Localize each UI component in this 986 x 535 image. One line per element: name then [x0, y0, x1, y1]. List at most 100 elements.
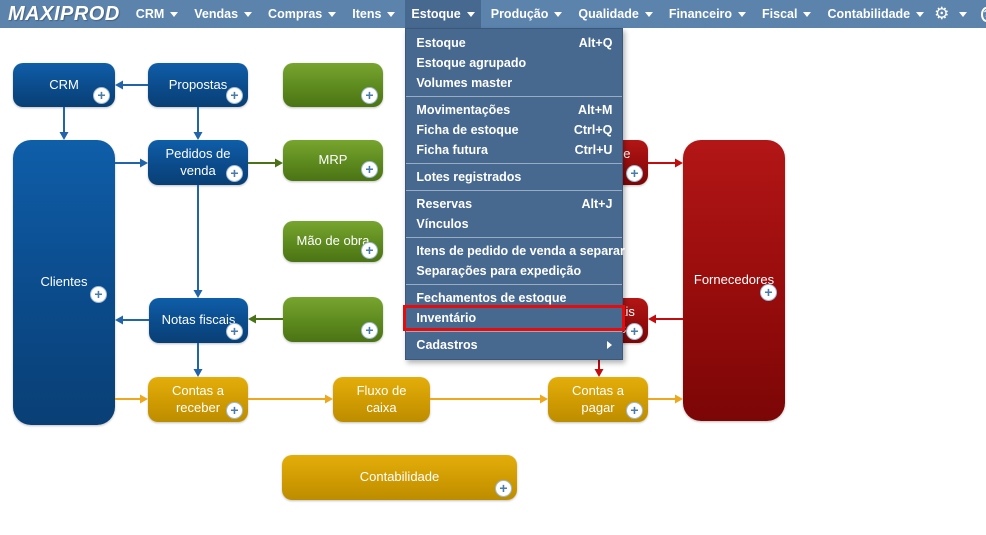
- menu-item-reservas[interactable]: Reservas Alt+J: [406, 194, 622, 214]
- node-label: Clientes: [40, 274, 88, 290]
- plus-icon[interactable]: [90, 285, 107, 303]
- nav-item-itens[interactable]: Itens: [346, 0, 401, 28]
- node-label: Pedidos de venda: [165, 145, 231, 178]
- node-label: Contas a receber: [171, 382, 225, 415]
- menu-item-fechamentos-de-estoque[interactable]: Fechamentos de estoque: [406, 288, 622, 308]
- menu-item-shortcut: Alt+M: [578, 103, 613, 117]
- nav-item-label: Itens: [352, 7, 382, 21]
- menu-item-label: Lotes registrados: [416, 170, 522, 184]
- nav-item-crm[interactable]: CRM: [130, 0, 184, 28]
- navbar-right-cluster: ⚙ ? Admin [master]: [930, 0, 986, 28]
- chevron-down-icon: [387, 11, 396, 17]
- maxiprod-logo: MAXIPROD: [8, 3, 120, 25]
- plus-icon[interactable]: [361, 322, 378, 339]
- plus-icon[interactable]: [226, 323, 243, 340]
- plus-icon[interactable]: [626, 402, 643, 419]
- help-icon[interactable]: ?: [981, 6, 986, 22]
- node-green-box-top[interactable]: [283, 63, 383, 107]
- node-label: CRM: [49, 76, 79, 92]
- plus-icon[interactable]: [361, 161, 378, 178]
- gear-icon[interactable]: ⚙: [934, 4, 950, 23]
- nav-item-contabilidade[interactable]: Contabilidade: [821, 0, 930, 28]
- nav-item-financeiro[interactable]: Financeiro: [663, 0, 752, 28]
- nav-item-label: Qualidade: [578, 7, 639, 21]
- menu-item-label: Ficha de estoque: [416, 123, 519, 137]
- node-mrp[interactable]: MRP: [283, 140, 383, 181]
- menu-item-label: Movimentações: [416, 103, 511, 117]
- plus-icon[interactable]: [361, 242, 378, 259]
- menu-item-volumes-master[interactable]: Volumes master: [406, 73, 622, 93]
- node-crm[interactable]: CRM: [13, 63, 115, 107]
- menu-item-estoque[interactable]: Estoque Alt+Q: [406, 33, 622, 53]
- chevron-down-icon: [916, 11, 925, 17]
- menu-item-label: Vínculos: [416, 217, 469, 231]
- node-contas-a-pagar[interactable]: Contas a pagar: [548, 377, 648, 422]
- node-fluxo-de-caixa[interactable]: Fluxo de caixa: [333, 377, 430, 422]
- gear-chevron-down-icon[interactable]: [959, 11, 968, 17]
- menu-item-label: Separações para expedição: [416, 264, 582, 278]
- chevron-down-icon: [244, 11, 253, 17]
- menu-item-cadastros[interactable]: Cadastros: [406, 335, 622, 355]
- plus-icon[interactable]: [226, 165, 243, 182]
- nav-item-vendas[interactable]: Vendas: [188, 0, 258, 28]
- node-propostas[interactable]: Propostas: [148, 63, 248, 107]
- node-contas-a-receber[interactable]: Contas a receber: [148, 377, 248, 422]
- menu-item-label: Cadastros: [416, 338, 478, 352]
- node-label: MRP: [318, 152, 348, 168]
- node-label: Mão de obra: [296, 233, 370, 249]
- node-pedidos-de-venda[interactable]: Pedidos de venda: [148, 140, 248, 185]
- node-label: Notas fiscais: [161, 312, 236, 328]
- nav-item-label: Compras: [268, 7, 323, 21]
- node-label: Propostas: [168, 76, 228, 92]
- plus-icon[interactable]: [626, 165, 643, 182]
- nav-item-compras[interactable]: Compras: [262, 0, 342, 28]
- menu-item-estoque-agrupado[interactable]: Estoque agrupado: [406, 53, 622, 73]
- node-green-box-middle[interactable]: [283, 297, 383, 342]
- node-notas-fiscais[interactable]: Notas fiscais: [149, 298, 248, 343]
- plus-icon[interactable]: [93, 87, 110, 104]
- nav-item-fiscal[interactable]: Fiscal: [756, 0, 817, 28]
- menu-item-lotes-registrados[interactable]: Lotes registrados: [406, 167, 622, 187]
- menu-separator: [406, 163, 623, 164]
- node-label: Fluxo de caixa: [356, 382, 407, 415]
- nav-item-producao[interactable]: Produção: [485, 0, 569, 28]
- node-mao-de-obra[interactable]: Mão de obra: [283, 221, 383, 262]
- node-label: Contabilidade: [359, 469, 440, 485]
- node-label: Contas a pagar: [571, 382, 625, 415]
- menu-item-ficha-de-estoque[interactable]: Ficha de estoque Ctrl+Q: [406, 120, 622, 140]
- submenu-arrow-icon: [607, 341, 613, 349]
- node-fornecedores[interactable]: Fornecedores: [683, 140, 785, 421]
- plus-icon[interactable]: [495, 480, 512, 497]
- menu-item-label: Itens de pedido de venda a separar: [416, 244, 625, 258]
- chevron-down-icon: [554, 11, 563, 17]
- menu-item-shortcut: Alt+J: [581, 197, 613, 211]
- nav-item-label: Produção: [490, 7, 549, 21]
- menu-item-itens-de-pedido-de-venda-a-separar[interactable]: Itens de pedido de venda a separar: [406, 241, 625, 261]
- nav-item-estoque[interactable]: Estoque Estoque Alt+Q Estoque agrupado Volum…: [405, 0, 625, 360]
- menu-separator: [406, 284, 623, 285]
- chevron-down-icon: [738, 11, 747, 17]
- menu-item-ficha-futura[interactable]: Ficha futura Ctrl+U: [406, 140, 622, 160]
- menu-item-shortcut: Alt+Q: [578, 36, 613, 50]
- node-contabilidade[interactable]: Contabilidade: [282, 455, 517, 500]
- menu-separator: [406, 96, 623, 97]
- nav-item-label: Contabilidade: [827, 7, 911, 21]
- menu-item-movimentacoes[interactable]: Movimentações Alt+M: [406, 100, 622, 120]
- node-label: Fornecedores: [693, 272, 775, 288]
- menu-item-vinculos[interactable]: Vínculos: [406, 214, 622, 234]
- top-navbar: MAXIPROD CRM Vendas Compras Itens Estoque Est…: [0, 0, 986, 360]
- menu-item-label: Volumes master: [416, 76, 513, 90]
- plus-icon[interactable]: [226, 402, 243, 419]
- plus-icon[interactable]: [626, 323, 643, 340]
- plus-icon[interactable]: [361, 87, 378, 104]
- menu-item-inventario[interactable]: Inventário: [406, 308, 622, 328]
- chevron-down-icon: [466, 11, 475, 17]
- plus-icon[interactable]: [760, 283, 777, 301]
- menu-item-separacoes-para-expedicao[interactable]: Separações para expedição: [406, 261, 622, 281]
- plus-icon[interactable]: [226, 87, 243, 104]
- nav-item-qualidade[interactable]: Qualidade: [572, 0, 658, 28]
- node-clientes[interactable]: Clientes: [13, 140, 115, 425]
- nav-item-label: Vendas: [194, 7, 239, 21]
- menu-separator: [406, 190, 623, 191]
